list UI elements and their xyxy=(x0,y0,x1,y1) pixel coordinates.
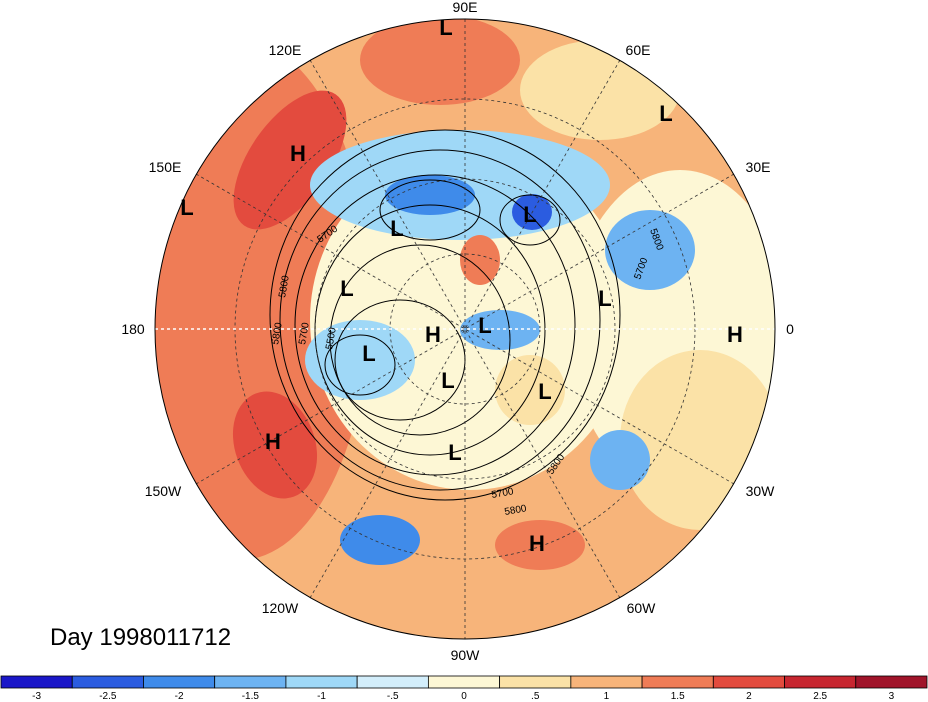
colorbar-tick-label: -2 xyxy=(175,691,184,702)
colorbar-tick-label: -1 xyxy=(317,691,326,702)
warm-greenland xyxy=(495,355,565,425)
warm-north-blob xyxy=(360,19,520,105)
contour-line xyxy=(324,334,396,396)
lon-label-30w: 30W xyxy=(746,483,776,499)
contour-label: 5500 xyxy=(324,326,339,350)
meridian-line xyxy=(195,173,735,485)
pressure-center: L xyxy=(439,15,452,40)
contour-line xyxy=(329,244,511,436)
meridian-line xyxy=(195,173,735,485)
contour-line xyxy=(294,174,576,476)
pressure-center: L xyxy=(340,276,353,301)
pressure-center: L xyxy=(180,195,193,220)
lon-label-30e: 30E xyxy=(746,159,771,175)
colorbar-swatch xyxy=(712,675,785,689)
colorbar-tick-label: 1.5 xyxy=(671,691,685,702)
plot-title: Day 1998011712 xyxy=(50,624,231,651)
contour-line xyxy=(499,194,561,246)
colorbar-swatch xyxy=(143,675,216,689)
lon-label-60e: 60E xyxy=(626,42,651,58)
colorbar-tick-label: -1.5 xyxy=(242,691,260,702)
lon-label-120w: 120W xyxy=(262,600,299,616)
cold-alaska-blob xyxy=(305,320,415,400)
pressure-center: H xyxy=(529,531,545,556)
pressure-center: H xyxy=(265,429,281,454)
contour-line xyxy=(279,149,601,491)
pale-atlantic xyxy=(620,350,775,530)
colorbar-swatch xyxy=(570,675,643,689)
warm-arctic-spot xyxy=(460,235,500,285)
cold-atlantic-blob xyxy=(590,430,650,490)
colorbar-tick-label: 3 xyxy=(889,691,895,702)
warm-caribbean xyxy=(495,520,585,570)
colorbar-swatch xyxy=(0,675,73,689)
lon-label-90e: 90E xyxy=(453,0,478,15)
colorbar-swatch xyxy=(214,675,287,689)
pressure-center: L xyxy=(448,440,461,465)
colorbar-swatch xyxy=(784,675,857,689)
contour-line xyxy=(379,179,481,241)
pressure-centers: L L H L L L L L H L H L L L H L H xyxy=(180,15,743,556)
longitude-labels: 90E 60E 30E 0 30W 60W 90W 120W 150W 180 … xyxy=(121,0,794,663)
pressure-center: L xyxy=(441,368,454,393)
lon-label-180: 180 xyxy=(121,321,145,337)
lon-label-60w: 60W xyxy=(627,600,657,616)
contour-label: 5700 xyxy=(491,486,515,501)
colorbar-swatch xyxy=(499,675,572,689)
pale-russia xyxy=(520,40,680,140)
lon-label-150e: 150E xyxy=(149,159,182,175)
colorbar-swatch xyxy=(855,675,928,689)
colorbar-tick-label: -3 xyxy=(32,691,41,702)
lon-label-90w: 90W xyxy=(451,647,481,663)
pressure-center: H xyxy=(290,141,306,166)
contour-line xyxy=(269,129,621,501)
latitude-circle xyxy=(314,178,616,480)
pressure-center: L xyxy=(478,313,491,338)
contour-label: 5800 xyxy=(270,321,285,345)
colorbar-tick-label: 2.5 xyxy=(813,691,827,702)
pressure-center: L xyxy=(523,202,536,227)
lon-label-120e: 120E xyxy=(269,42,302,58)
colorbar-swatch xyxy=(356,675,429,689)
contour-line xyxy=(334,299,466,421)
lon-label-0: 0 xyxy=(786,321,794,337)
cold-arctic-blob xyxy=(460,310,540,350)
contour-label: 5800 xyxy=(277,274,292,298)
colorbar-swatch xyxy=(285,675,358,689)
colorbar-tick-label: 1 xyxy=(604,691,610,702)
colorbar: -3 -2.5 -2 -1.5 -1 -.5 0 .5 1 1.5 2 2.5 3 xyxy=(0,675,928,702)
colorbar-tick-label: -2.5 xyxy=(99,691,117,702)
colorbar-tick-label: 2 xyxy=(746,691,752,702)
pressure-center: L xyxy=(659,101,672,126)
contour-label: 5700 xyxy=(297,321,312,345)
pressure-center: L xyxy=(598,286,611,311)
contour-label: 5800 xyxy=(504,503,528,518)
warm-pacific-blob xyxy=(232,391,318,499)
pressure-center: L xyxy=(538,379,551,404)
cold-siberia-core xyxy=(385,175,475,215)
lon-label-150w: 150W xyxy=(145,483,182,499)
colorbar-swatch xyxy=(427,675,501,689)
colorbar-swatch xyxy=(641,675,714,689)
colorbar-tick-label: -.5 xyxy=(387,691,399,702)
colorbar-tick-label: 0 xyxy=(461,691,467,702)
cold-europe-blob xyxy=(605,210,695,290)
colorbar-swatch xyxy=(71,675,144,689)
map-outline xyxy=(154,18,776,640)
colorbar-tick-label: .5 xyxy=(531,691,540,702)
anomaly-field xyxy=(155,19,775,639)
pressure-center: L xyxy=(390,216,403,241)
cold-mexico-blob xyxy=(340,515,420,565)
meridian-line xyxy=(309,59,621,599)
pressure-center: H xyxy=(727,322,743,347)
graticule xyxy=(155,19,775,639)
pressure-center: L xyxy=(362,341,375,366)
meridian-line xyxy=(309,59,621,599)
warm-japan-blob xyxy=(233,90,347,230)
pressure-center: H xyxy=(425,322,441,347)
